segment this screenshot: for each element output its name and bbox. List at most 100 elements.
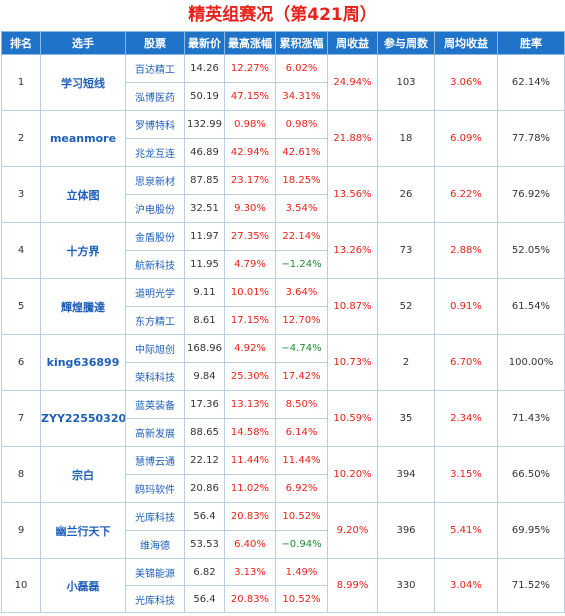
weekly-return-cell: 10.73%: [327, 334, 378, 391]
player-name-link[interactable]: 立体图: [40, 166, 126, 223]
stock-name-link[interactable]: 兆龙互连: [125, 138, 185, 167]
weekly-return-cell: 13.56%: [327, 166, 378, 223]
table-body: 1 学习短线 百达精工 14.26 12.27% 6.02% 24.94% 103 3.06% 6…: [1, 54, 565, 613]
rank-cell: 7: [1, 390, 41, 447]
stock-name-link[interactable]: 金盾股份: [125, 222, 185, 251]
cumulative-gain-cell: 12.70%: [275, 306, 328, 335]
weekly-avg-return-cell: 2.88%: [434, 222, 498, 279]
table-row: 荣科科技 9.84 25.30% 17.42%: [2, 362, 565, 391]
max-gain-cell: 13.13%: [224, 390, 276, 419]
player-name-link[interactable]: meanmore: [40, 110, 126, 167]
cumulative-gain-cell: 3.54%: [275, 194, 328, 223]
cumulative-gain-cell: −0.94%: [275, 530, 328, 559]
max-gain-cell: 23.17%: [224, 166, 276, 195]
max-gain-cell: 0.98%: [224, 110, 276, 139]
weeks-participated-cell: 394: [377, 446, 435, 503]
stock-name-link[interactable]: 蓝英装备: [125, 390, 185, 419]
weeks-participated-cell: 396: [377, 502, 435, 559]
cumulative-gain-cell: 8.50%: [275, 390, 328, 419]
table-row: 2 meanmore 罗博特科 132.99 0.98% 0.98% 21.88% 18 6.0…: [1, 110, 565, 167]
weekly-avg-return-cell: 5.41%: [434, 502, 498, 559]
cumulative-gain-cell: 11.44%: [275, 446, 328, 475]
stock-name-link[interactable]: 高新发展: [125, 418, 185, 447]
cumulative-gain-cell: 18.25%: [275, 166, 328, 195]
player-name-link[interactable]: 十方界: [40, 222, 126, 279]
latest-price-cell: 11.97: [184, 222, 225, 251]
max-gain-cell: 11.02%: [224, 474, 276, 503]
header-stock: 股票: [125, 31, 185, 55]
latest-price-cell: 11.95: [184, 250, 225, 279]
cumulative-gain-cell: −1.24%: [275, 250, 328, 279]
weeks-participated-cell: 330: [377, 558, 435, 613]
table-row: 10 小磊磊 美锦能源 6.82 3.13% 1.49% 8.99% 330 3.04% 71.5…: [1, 558, 565, 613]
latest-price-cell: 56.4: [184, 502, 225, 531]
player-name-link[interactable]: 輝煌騰達: [40, 278, 126, 335]
cumulative-gain-cell: 42.61%: [275, 138, 328, 167]
max-gain-cell: 9.30%: [224, 194, 276, 223]
latest-price-cell: 20.86: [184, 474, 225, 503]
stock-name-link[interactable]: 泓博医药: [125, 82, 185, 111]
stock-name-link[interactable]: 东方精工: [125, 306, 185, 335]
player-name-link[interactable]: ZYY225503208: [40, 390, 126, 447]
latest-price-cell: 32.51: [184, 194, 225, 223]
player-name-link[interactable]: 小磊磊: [40, 558, 126, 613]
weeks-participated-cell: 52: [377, 278, 435, 335]
stock-name-link[interactable]: 航新科技: [125, 250, 185, 279]
stock-name-link[interactable]: 美锦能源: [125, 558, 185, 586]
weekly-avg-return-cell: 3.15%: [434, 446, 498, 503]
max-gain-cell: 4.92%: [224, 334, 276, 363]
header-player: 选手: [40, 31, 126, 55]
stock-name-link[interactable]: 百达精工: [125, 54, 185, 83]
stock-name-link[interactable]: 光库科技: [125, 585, 185, 613]
header-weekly-return: 周收益: [327, 31, 378, 55]
stock-name-link[interactable]: 中际旭创: [125, 334, 185, 363]
weekly-return-cell: 10.20%: [327, 446, 378, 503]
stock-name-link[interactable]: 鸥玛软件: [125, 474, 185, 503]
table-row: 3 立体图 思泉新材 87.85 23.17% 18.25% 13.56% 26 6.22% 76…: [1, 166, 565, 223]
stock-name-link[interactable]: 沪电股份: [125, 194, 185, 223]
weeks-participated-cell: 103: [377, 54, 435, 111]
latest-price-cell: 46.89: [184, 138, 225, 167]
weekly-avg-return-cell: 3.06%: [434, 54, 498, 111]
cumulative-gain-cell: 1.49%: [275, 558, 328, 586]
header-win-rate: 胜率: [497, 31, 565, 55]
max-gain-cell: 4.79%: [224, 250, 276, 279]
player-name-link[interactable]: 宗白: [40, 446, 126, 503]
win-rate-cell: 77.78%: [497, 110, 565, 167]
latest-price-cell: 168.96: [184, 334, 225, 363]
max-gain-cell: 17.15%: [224, 306, 276, 335]
max-gain-cell: 10.01%: [224, 278, 276, 307]
stock-name-link[interactable]: 思泉新材: [125, 166, 185, 195]
stock-name-link[interactable]: 道明光学: [125, 278, 185, 307]
table-row: 维海德 53.53 6.40% −0.94%: [2, 530, 565, 559]
player-name-link[interactable]: king636899: [40, 334, 126, 391]
cumulative-gain-cell: 6.14%: [275, 418, 328, 447]
stock-name-link[interactable]: 维海德: [125, 530, 185, 559]
table-row: 9 幽兰行天下 光库科技 56.4 20.83% 10.52% 9.20% 396 5.41% 6…: [1, 502, 565, 559]
cumulative-gain-cell: −4.74%: [275, 334, 328, 363]
stock-name-link[interactable]: 罗博特科: [125, 110, 185, 139]
max-gain-cell: 6.40%: [224, 530, 276, 559]
player-name-link[interactable]: 学习短线: [40, 54, 126, 111]
win-rate-cell: 69.95%: [497, 502, 565, 559]
rank-cell: 8: [1, 446, 41, 503]
player-name-link[interactable]: 幽兰行天下: [40, 502, 126, 559]
weekly-avg-return-cell: 6.70%: [434, 334, 498, 391]
weekly-return-cell: 24.94%: [327, 54, 378, 111]
latest-price-cell: 14.26: [184, 54, 225, 83]
leaderboard-table: 排名 选手 股票 最新价 最高涨幅 累积涨幅 周收益 参与周数 周均收益 胜率 …: [1, 31, 565, 613]
stock-name-link[interactable]: 荣科科技: [125, 362, 185, 391]
latest-price-cell: 6.82: [184, 558, 225, 586]
cumulative-gain-cell: 17.42%: [275, 362, 328, 391]
cumulative-gain-cell: 6.92%: [275, 474, 328, 503]
page-title: 精英组赛况（第421周）: [188, 5, 377, 25]
stock-name-link[interactable]: 光库科技: [125, 502, 185, 531]
win-rate-cell: 66.50%: [497, 446, 565, 503]
cumulative-gain-cell: 22.14%: [275, 222, 328, 251]
weeks-participated-cell: 26: [377, 166, 435, 223]
weekly-avg-return-cell: 6.22%: [434, 166, 498, 223]
stock-name-link[interactable]: 慧博云通: [125, 446, 185, 475]
header-cumulative-gain: 累积涨幅: [275, 31, 328, 55]
cumulative-gain-cell: 6.02%: [275, 54, 328, 83]
header-rank: 排名: [1, 31, 41, 55]
